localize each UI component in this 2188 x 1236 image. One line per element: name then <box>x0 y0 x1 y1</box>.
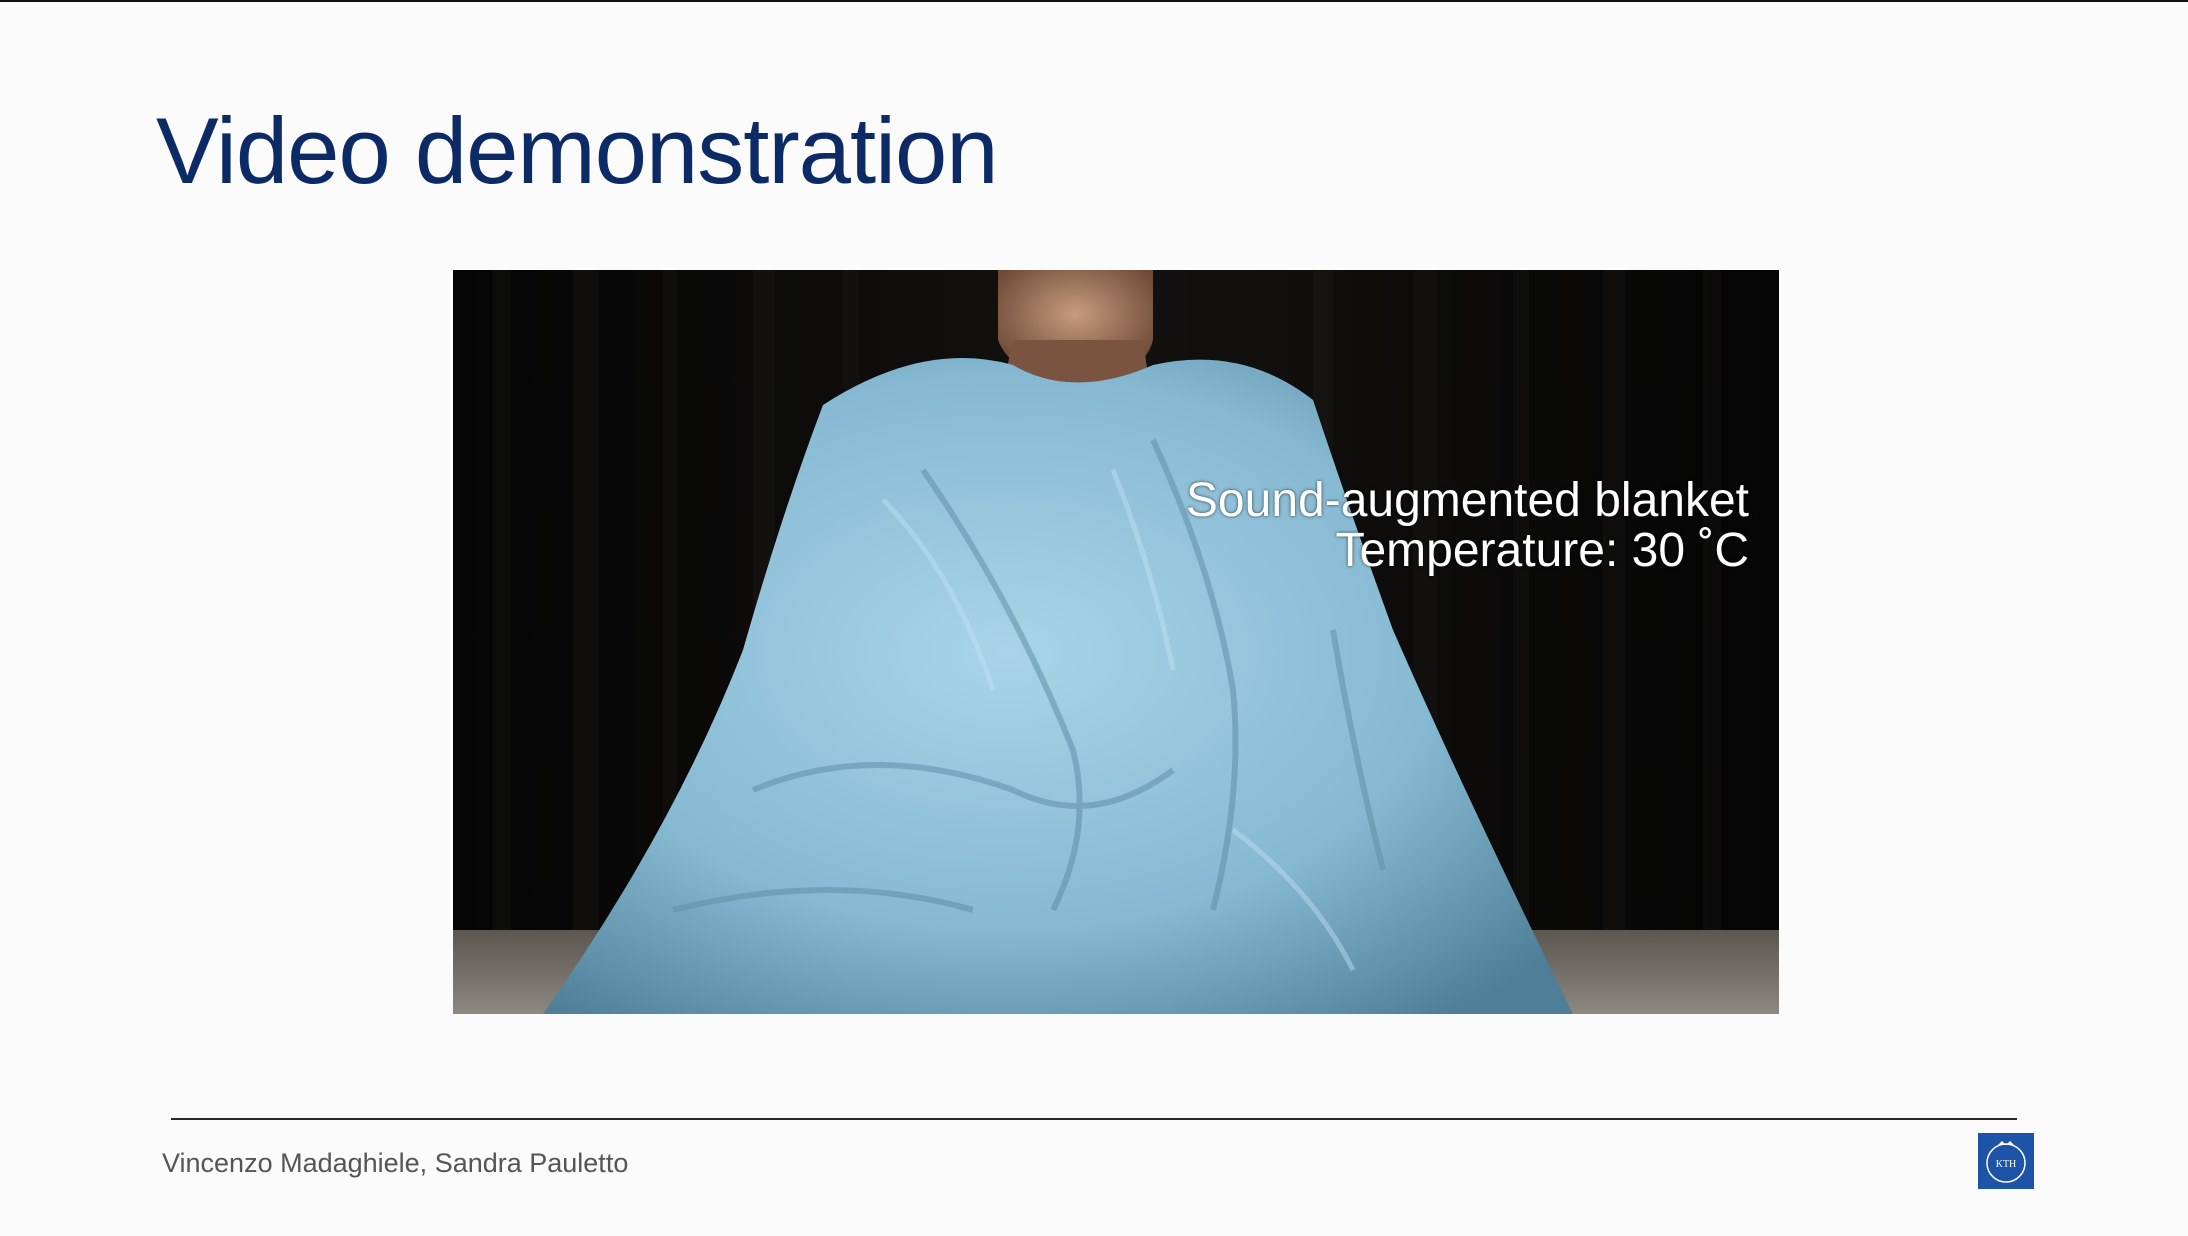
top-border <box>0 0 2188 2</box>
slide-title: Video demonstration <box>156 98 999 203</box>
kth-logo-icon: KTH <box>1978 1133 2034 1189</box>
logo-text: KTH <box>1996 1159 2017 1170</box>
caption-line-1: Sound-augmented blanket <box>1185 474 1749 527</box>
authors-footer: Vincenzo Madaghiele, Sandra Pauletto <box>162 1148 629 1178</box>
video-caption: Sound-augmented blanket Temperature: 30 … <box>1186 476 1749 576</box>
video-frame <box>453 270 1779 1014</box>
footer-divider <box>171 1118 2017 1120</box>
caption-line-2: Temperature: 30 ˚C <box>1335 524 1749 577</box>
video-player[interactable]: Sound-augmented blanket Temperature: 30 … <box>453 270 1779 1014</box>
